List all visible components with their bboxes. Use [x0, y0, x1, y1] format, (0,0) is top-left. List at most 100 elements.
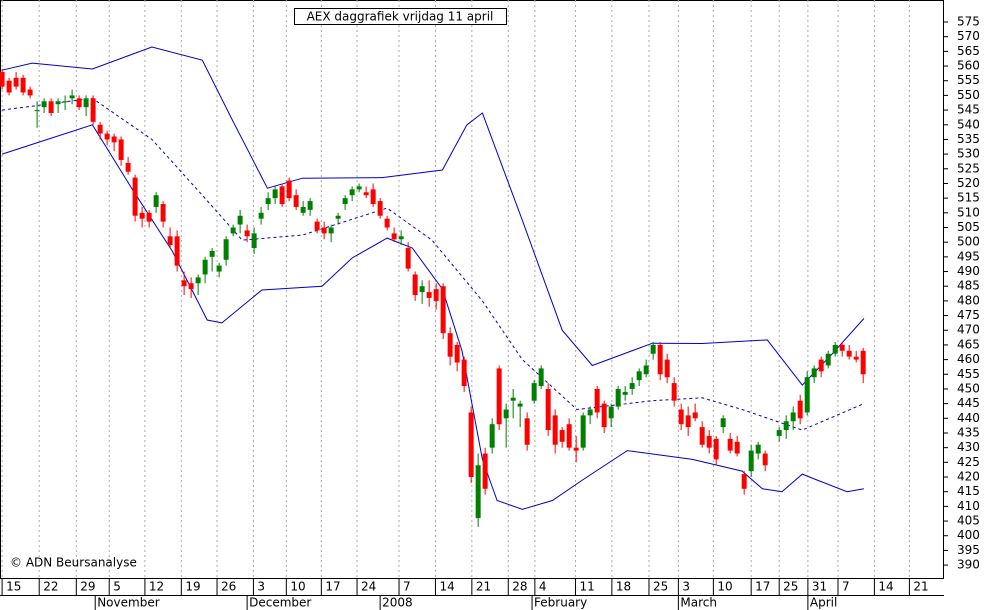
candle-body	[433, 289, 439, 301]
y-tick-label: 455	[957, 367, 980, 381]
y-tick-label: 540	[957, 117, 980, 131]
candle-body	[132, 177, 138, 216]
candle-body	[440, 286, 446, 334]
x-tick-label: 29	[80, 580, 95, 594]
y-tick-label: 475	[957, 308, 980, 322]
candle-body	[510, 397, 516, 401]
month-label: November	[97, 596, 159, 610]
candle-body	[34, 110, 40, 112]
candle-body	[706, 435, 712, 448]
candle-body	[594, 388, 600, 413]
y-tick-label: 575	[957, 15, 980, 29]
x-tick-label: 28	[512, 580, 527, 594]
x-tick-label: 10	[290, 580, 305, 594]
candle-body	[398, 236, 404, 240]
candle-body	[202, 259, 208, 275]
candle-body	[426, 292, 432, 298]
month-label: 2008	[382, 596, 413, 610]
candle-body	[13, 77, 19, 87]
y-tick-label: 470	[957, 323, 980, 337]
candle-body	[601, 403, 607, 428]
y-tick-label: 480	[957, 293, 980, 307]
candle-body	[216, 265, 222, 272]
y-tick-label: 500	[957, 235, 980, 249]
x-tick-label: 3	[257, 580, 265, 594]
candle-body	[825, 353, 831, 366]
title-box	[294, 8, 507, 25]
candle-body	[482, 453, 488, 489]
candle-body	[258, 212, 264, 219]
candle-body	[111, 136, 117, 143]
candle-body	[692, 412, 698, 419]
x-tick-label: 21	[913, 580, 928, 594]
y-tick-label: 490	[957, 264, 980, 278]
candle-body	[748, 450, 754, 472]
x-tick-label: 25	[783, 580, 798, 594]
candle-body	[489, 424, 495, 448]
x-tick-label: 7	[403, 580, 411, 594]
candle-body	[104, 133, 110, 140]
candle-body	[412, 274, 418, 296]
candle-body	[272, 189, 278, 199]
candle-body	[69, 95, 75, 99]
candle-body	[503, 409, 509, 419]
candle-body	[783, 421, 789, 431]
y-tick-label: 430	[957, 440, 980, 454]
candle-body	[573, 447, 579, 451]
candle-body	[699, 427, 705, 445]
candle-body	[531, 383, 537, 401]
candle-body	[265, 198, 271, 205]
candle-body	[125, 162, 131, 172]
candle-body	[713, 438, 719, 460]
candle-body	[293, 195, 299, 207]
candle-body	[167, 236, 173, 246]
candle-body	[377, 201, 383, 216]
month-label: March	[680, 596, 717, 610]
candle-body	[559, 430, 565, 442]
candle-body	[76, 98, 82, 108]
candle-body	[832, 344, 838, 354]
candle-body	[335, 215, 341, 219]
candle-body	[118, 139, 124, 160]
y-tick-label: 395	[957, 543, 980, 557]
x-tick-label: 22	[43, 580, 58, 594]
y-tick-label: 465	[957, 337, 980, 351]
candle-body	[461, 359, 467, 387]
candle-body	[678, 409, 684, 425]
candle-body	[566, 424, 572, 448]
candle-body	[468, 412, 474, 478]
candle-body	[636, 371, 642, 381]
candle-body	[279, 186, 285, 205]
candle-body	[314, 221, 320, 231]
candle-body	[538, 368, 544, 387]
y-tick-label: 405	[957, 514, 980, 528]
candle-body	[650, 344, 656, 354]
y-tick-label: 450	[957, 381, 980, 395]
x-tick-label: 21	[476, 580, 491, 594]
candle-body	[237, 215, 243, 225]
chart-title: AEX daggrafiek vrijdag 11 april	[307, 10, 494, 24]
y-tick-label: 435	[957, 425, 980, 439]
candle-body	[496, 368, 502, 425]
candle-body	[615, 388, 621, 407]
y-tick-label: 530	[957, 147, 980, 161]
candle-body	[139, 212, 145, 219]
candle-body	[209, 250, 215, 257]
candle-body	[55, 101, 61, 105]
candle-body	[356, 186, 362, 190]
candle-body	[580, 415, 586, 448]
candle-body	[734, 441, 740, 454]
candle-body	[762, 453, 768, 466]
candle-body	[223, 239, 229, 260]
candle-body	[720, 418, 726, 428]
candle-body	[657, 344, 663, 375]
y-tick-label: 565	[957, 44, 980, 58]
y-tick-label: 495	[957, 249, 980, 263]
x-tick-label: 4	[539, 580, 547, 594]
month-label: April	[810, 596, 837, 610]
candle-body	[90, 98, 96, 122]
y-tick-label: 415	[957, 484, 980, 498]
candle-body	[230, 227, 236, 234]
candle-body	[839, 344, 845, 351]
